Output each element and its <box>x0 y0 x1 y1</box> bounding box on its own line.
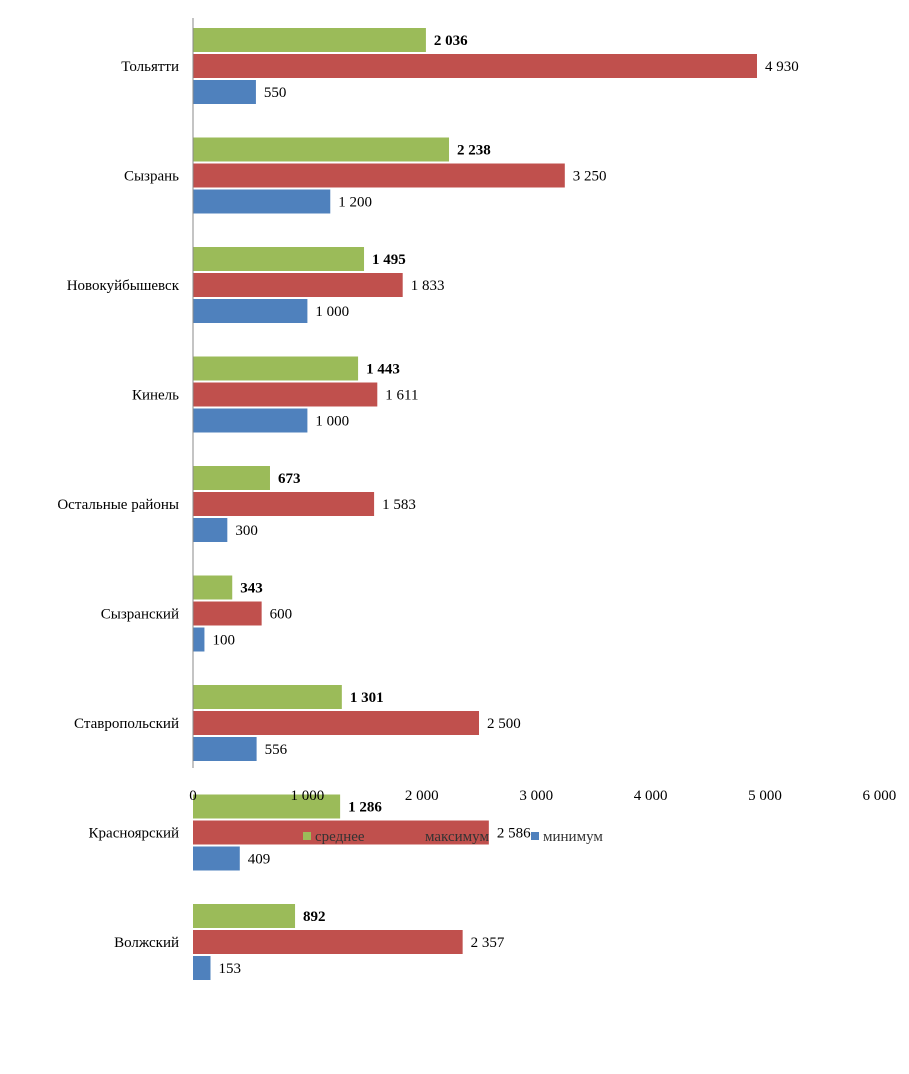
bar-минимум <box>193 408 308 433</box>
bar-максимум <box>193 382 378 407</box>
bar-минимум <box>193 627 205 652</box>
data-label: 2 500 <box>487 716 521 732</box>
legend-label: среднее <box>315 829 365 845</box>
data-label: 673 <box>278 471 301 487</box>
bar-среднее <box>193 904 296 928</box>
bar-минимум <box>193 299 308 323</box>
category-label: Новокуйбышевск <box>67 278 180 294</box>
data-label: 1 000 <box>315 414 349 430</box>
bar-максимум <box>193 273 403 297</box>
data-label: 1 443 <box>366 362 400 378</box>
legend-label: максимум <box>425 829 489 845</box>
bar-среднее <box>193 247 365 271</box>
bar-максимум <box>193 492 375 516</box>
legend-swatch-максимум <box>413 832 421 840</box>
bar-среднее <box>193 575 233 600</box>
data-label: 100 <box>212 633 235 649</box>
bar-минимум <box>193 956 211 980</box>
data-label: 2 238 <box>457 143 491 159</box>
category-label: Ставропольский <box>74 716 179 732</box>
x-tick-label: 6 000 <box>863 788 897 804</box>
legend-swatch-среднее <box>303 832 311 840</box>
bar-минимум <box>193 80 256 104</box>
data-label: 343 <box>240 581 263 597</box>
data-label: 556 <box>265 742 288 758</box>
data-label: 4 930 <box>765 59 799 75</box>
category-label: Красноярский <box>89 826 179 842</box>
data-label: 1 495 <box>372 252 406 268</box>
x-tick-label: 2 000 <box>405 788 439 804</box>
bar-максимум <box>193 820 489 845</box>
data-label: 2 036 <box>434 33 468 49</box>
bar-максимум <box>193 54 757 78</box>
category-label: Сызранский <box>101 607 179 623</box>
data-labels: 2 036 4 930 550 2 238 3 250 1 200 1 495 1 833 1 … <box>212 33 798 977</box>
category-label: Сызрань <box>124 169 179 185</box>
bar-минимум <box>193 846 240 871</box>
bars <box>193 28 757 980</box>
data-label: 892 <box>303 909 326 925</box>
x-tick-label: 4 000 <box>634 788 668 804</box>
bar-среднее <box>193 685 342 709</box>
data-label: 1 200 <box>338 195 372 211</box>
data-label: 2 586 <box>497 826 531 842</box>
x-tick-label: 0 <box>189 788 197 804</box>
data-label: 300 <box>235 523 258 539</box>
bar-среднее <box>193 137 450 162</box>
data-label: 1 286 <box>348 800 382 816</box>
data-label: 1 833 <box>411 278 445 294</box>
bar-среднее <box>193 356 359 381</box>
bar-минимум <box>193 518 228 542</box>
bar-максимум <box>193 711 479 735</box>
category-label: Остальные районы <box>57 497 179 513</box>
data-label: 1 583 <box>382 497 416 513</box>
data-label: 3 250 <box>573 169 607 185</box>
category-label: Тольятти <box>121 59 179 75</box>
x-tick-label: 1 000 <box>291 788 325 804</box>
category-label: Волжский <box>114 935 179 951</box>
data-label: 600 <box>270 607 293 623</box>
x-tick-label: 3 000 <box>519 788 553 804</box>
bar-среднее <box>193 794 341 819</box>
legend-label: минимум <box>543 829 603 845</box>
bar-среднее <box>193 28 426 52</box>
category-label: Кинель <box>132 388 179 404</box>
data-label: 550 <box>264 85 287 101</box>
legend: среднее максимум минимум <box>303 829 603 845</box>
x-axis-ticks: 0 1 000 2 000 3 000 4 000 5 000 6 000 <box>189 788 896 804</box>
legend-swatch-минимум <box>531 832 539 840</box>
bar-среднее <box>193 466 270 490</box>
data-label: 2 357 <box>471 935 505 951</box>
bar-максимум <box>193 163 565 188</box>
bar-максимум <box>193 930 463 954</box>
data-label: 1 611 <box>385 388 418 404</box>
data-label: 1 000 <box>315 304 349 320</box>
bar-минимум <box>193 189 331 214</box>
bar-минимум <box>193 737 257 761</box>
bar-максимум <box>193 601 262 626</box>
category-labels: Тольятти Сызрань Новокуйбышевск Кинель Остал… <box>57 59 179 951</box>
data-label: 153 <box>219 961 242 977</box>
data-label: 1 301 <box>350 690 384 706</box>
x-tick-label: 5 000 <box>748 788 782 804</box>
data-label: 409 <box>248 852 271 868</box>
